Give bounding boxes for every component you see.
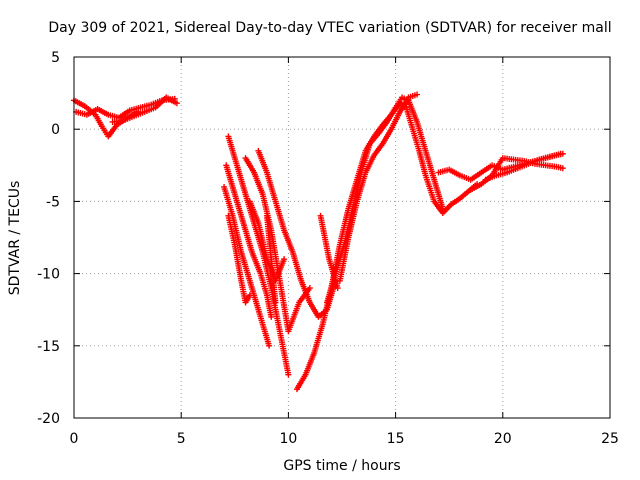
data-point	[281, 256, 288, 263]
data-point	[306, 285, 313, 292]
x-tick-labels: 0 5 10 15 20 25	[70, 431, 619, 447]
series-arc-a	[221, 183, 273, 349]
y-tick-label: -10	[37, 267, 60, 283]
series-late-2	[467, 155, 566, 193]
x-tick-label: 5	[177, 431, 186, 447]
series-late-3	[482, 150, 564, 183]
data-point	[285, 371, 292, 378]
series-arc-i	[293, 100, 481, 393]
y-tick-label: 0	[51, 122, 60, 138]
series-early-2	[73, 95, 178, 121]
chart-title: Day 309 of 2021, Sidereal Day-to-day VTE…	[48, 20, 611, 36]
y-axis-label: SDTVAR / TECUs	[7, 181, 23, 296]
plot-frame	[73, 56, 611, 419]
x-tick-label: 15	[387, 431, 405, 447]
data-point	[414, 91, 421, 98]
y-tick-label: -15	[37, 339, 60, 355]
x-tick-label: 10	[279, 431, 297, 447]
series-early-3	[109, 94, 180, 125]
y-tick-label: -5	[46, 194, 60, 210]
data-point	[559, 165, 566, 172]
data-point	[268, 313, 275, 320]
series-arc-e	[242, 155, 313, 335]
data-point	[439, 205, 446, 212]
x-axis-label: GPS time / hours	[283, 458, 400, 474]
series-arc-k	[336, 91, 421, 284]
x-tick-label: 20	[494, 431, 512, 447]
x-tick-label: 25	[601, 431, 619, 447]
data-point	[173, 100, 180, 107]
series-arc-d	[225, 212, 253, 306]
data-point	[557, 150, 564, 157]
y-tick-label: -20	[37, 411, 60, 427]
data-point	[334, 285, 341, 292]
series-arc-h	[263, 212, 279, 306]
series-arc-b	[223, 162, 275, 320]
data-point	[266, 342, 273, 349]
x-tick-label: 0	[70, 431, 79, 447]
y-tick-labels: 5 0 -5 -10 -15 -20	[37, 50, 60, 427]
y-tick-label: 5	[51, 50, 60, 66]
data-series	[71, 91, 566, 393]
series-arc-l	[317, 212, 341, 292]
data-point	[246, 292, 253, 299]
data-point	[272, 299, 279, 306]
